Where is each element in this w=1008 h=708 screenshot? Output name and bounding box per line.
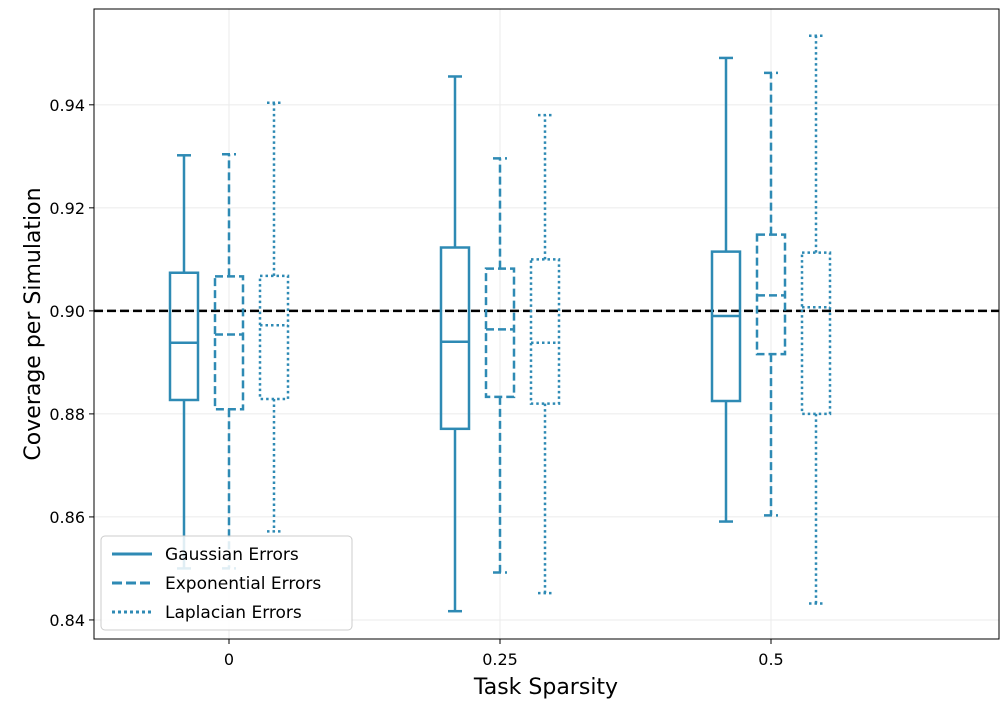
legend-label-laplacian: Laplacian Errors [165, 603, 302, 623]
x-tick-label: 0.25 [482, 650, 518, 669]
legend-label-gaussian: Gaussian Errors [165, 545, 299, 565]
y-tick-label: 0.94 [49, 96, 85, 115]
exponential-box [213, 275, 245, 411]
laplacian-box [800, 251, 832, 416]
gaussian-box [439, 246, 471, 431]
laplacian-box [529, 258, 561, 405]
gaussian-box [710, 250, 742, 403]
axis-ticks: 0.84 0.86 0.88 0.90 0.92 0.94 0 0.25 0.5 [49, 96, 783, 669]
gaussian-box [168, 271, 200, 402]
plot-frame [93, 8, 1000, 640]
legend-label-exponential: Exponential Errors [165, 574, 321, 594]
exponential-box [484, 267, 516, 399]
legend-frame [100, 535, 353, 631]
y-tick-label: 0.90 [49, 302, 85, 321]
y-tick-label: 0.86 [49, 508, 85, 527]
x-tick-label: 0.5 [758, 650, 783, 669]
legend: Gaussian Errors Exponential Errors Lapla… [100, 535, 353, 631]
boxes-layer [168, 34, 832, 613]
y-axis-label: Coverage per Simulation [21, 187, 46, 460]
y-tick-label: 0.84 [49, 611, 85, 630]
y-tick-label: 0.88 [49, 405, 85, 424]
x-axis-label: Task Sparsity [473, 675, 618, 700]
y-tick-label: 0.92 [49, 199, 85, 218]
laplacian-box [258, 274, 290, 401]
x-tick-label: 0 [224, 650, 234, 669]
